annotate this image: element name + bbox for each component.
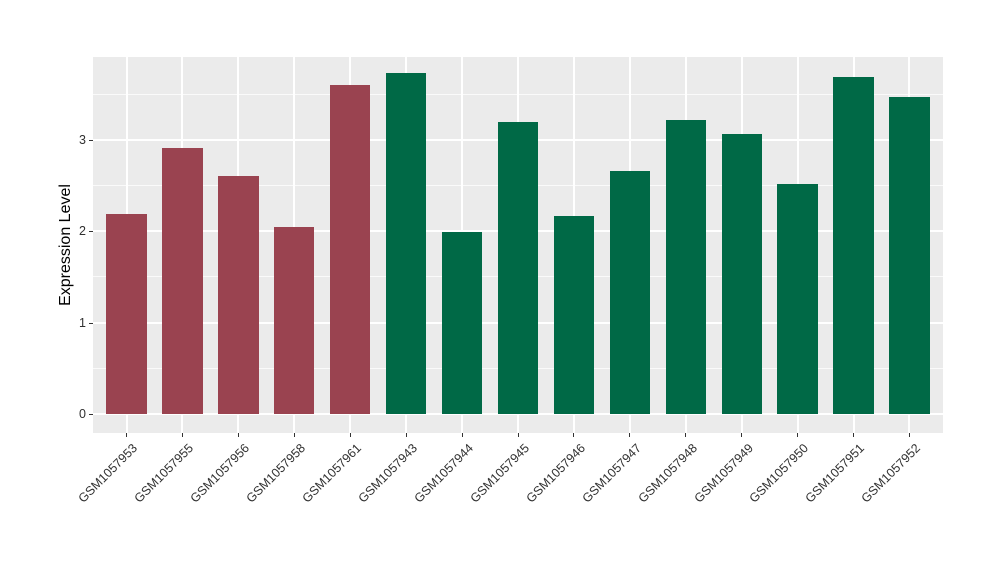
x-axis-tick [461, 433, 463, 437]
x-axis-tick [797, 433, 799, 437]
y-tick-label: 2 [79, 224, 86, 239]
x-tick-label-text: GSM1057947 [579, 441, 644, 506]
x-axis-tick [629, 433, 631, 437]
y-tick-label: 1 [79, 315, 86, 330]
x-tick-label-text: GSM1057951 [802, 441, 868, 506]
x-tick-label-text: GSM1057943 [355, 441, 421, 506]
y-tick-label: 0 [79, 407, 86, 421]
y-axis-title: Expression Level [57, 184, 74, 306]
bar-GSM1057958 [274, 226, 315, 414]
y-axis-tick [89, 322, 93, 324]
bar-GSM1057947 [609, 171, 650, 414]
x-axis-tick [741, 433, 743, 437]
x-axis-tick [293, 433, 295, 437]
x-axis-tick [405, 433, 407, 437]
bar-GSM1057951 [833, 76, 874, 414]
x-tick-label-text: GSM1057948 [635, 441, 700, 506]
y-axis-tick [89, 231, 93, 233]
y-tick-label: 3 [79, 132, 86, 147]
x-tick-label-text: GSM1057946 [523, 441, 588, 506]
bar-GSM1057950 [777, 183, 818, 414]
bar-GSM1057956 [218, 175, 259, 414]
x-tick-label-text: GSM1057950 [747, 441, 812, 506]
plot-panel [93, 57, 943, 433]
x-axis-tick [685, 433, 687, 437]
y-axis-tick [89, 139, 93, 141]
bar-GSM1057945 [497, 121, 539, 414]
bar-GSM1057943 [386, 73, 427, 414]
bar-GSM1057955 [162, 148, 203, 414]
x-tick-label-text: GSM1057945 [467, 441, 532, 506]
x-axis-tick [853, 433, 855, 437]
x-tick-label-text: GSM1057944 [411, 441, 476, 506]
bar-GSM1057949 [721, 133, 762, 414]
bar-GSM1057944 [441, 232, 483, 414]
x-axis-tick [237, 433, 239, 437]
x-tick-label-text: GSM1057956 [187, 441, 253, 506]
bar-GSM1057946 [553, 215, 595, 414]
x-tick-label-text: GSM1057955 [131, 441, 197, 506]
x-tick-label-text: GSM1057953 [76, 441, 141, 506]
bar-GSM1057948 [665, 119, 706, 414]
x-axis-tick [573, 433, 575, 437]
x-axis-tick [181, 433, 183, 437]
y-axis-tick [89, 414, 93, 415]
bar-GSM1057952 [889, 97, 930, 414]
x-axis-tick [517, 433, 519, 437]
bar-GSM1057953 [106, 213, 147, 414]
x-axis-tick [126, 433, 128, 437]
x-tick-label-text: GSM1057961 [299, 441, 365, 506]
bar-GSM1057961 [330, 85, 371, 414]
x-axis-tick [908, 433, 910, 437]
x-tick-label-text: GSM1057958 [243, 441, 309, 506]
x-axis-tick [349, 433, 351, 437]
x-tick-label-text: GSM1057952 [858, 441, 924, 506]
